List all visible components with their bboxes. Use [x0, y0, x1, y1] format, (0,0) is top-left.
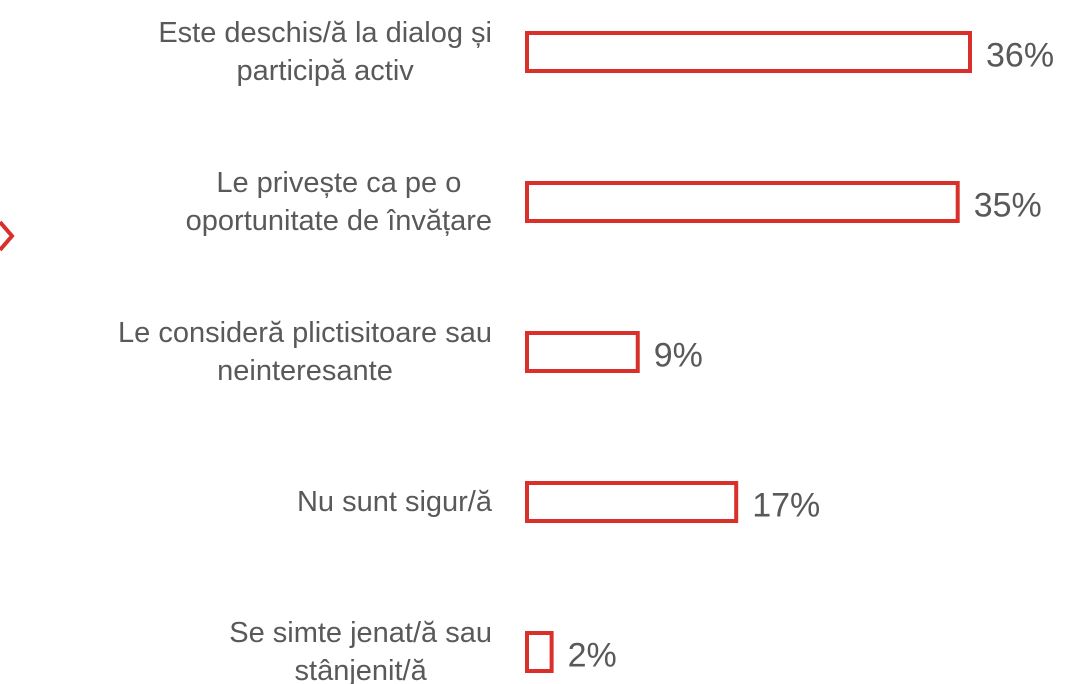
value-label: 9% [653, 336, 703, 375]
decor-arrow [0, 220, 15, 252]
category-label: Nu sunt sigur/ă [296, 486, 492, 518]
category-label: Este deschis/ă la dialog și participă ac… [158, 17, 492, 87]
value-label: 17% [752, 486, 821, 525]
category-label: Le privește ca pe o oportunitate de învă… [185, 167, 492, 237]
category-label: Le consideră plictisitoare sau neinteres… [118, 317, 492, 387]
value-label: 36% [986, 36, 1055, 75]
bar [525, 331, 640, 373]
value-label: 2% [567, 636, 617, 675]
bar [525, 181, 960, 223]
value-label: 35% [973, 186, 1042, 225]
category-label: Se simte jenat/ă sau stânjenit/ă [229, 617, 492, 684]
bar [525, 631, 554, 673]
bar [525, 481, 739, 523]
bar [525, 31, 972, 73]
